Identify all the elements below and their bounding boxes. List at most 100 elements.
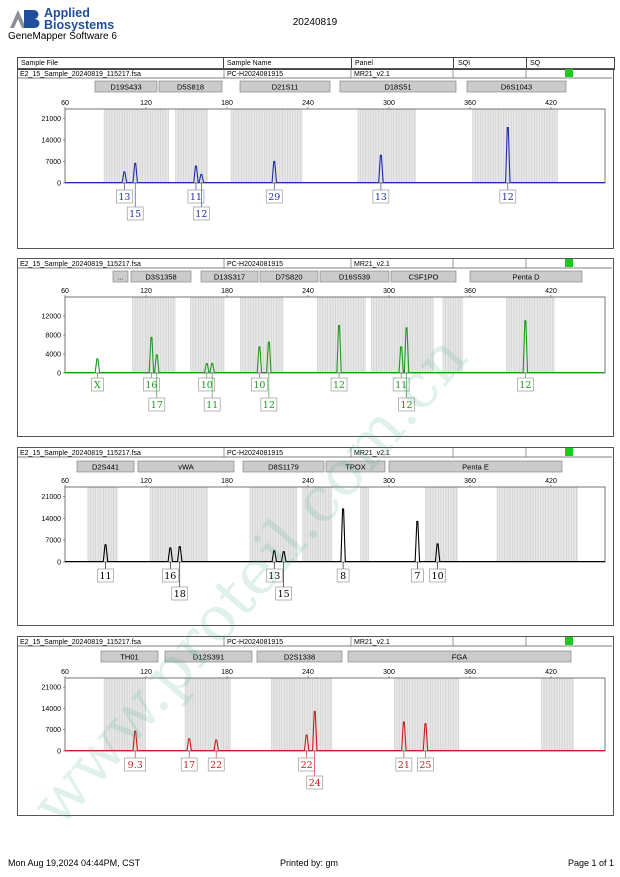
panel-label: MR21_v2.1 [354, 639, 390, 646]
x-tick-label: 60 [61, 669, 69, 676]
footer-page: Page 1 of 1 [567, 858, 614, 868]
allele-label: 13 [118, 192, 130, 203]
marker-label: D7S820 [275, 273, 302, 282]
marker-label: D16S539 [339, 273, 370, 282]
footer-timestamp: Mon Aug 19,2024 04:44PM, CST [8, 858, 141, 868]
marker-box-d12s391 [164, 650, 253, 663]
brand-name: Applied Biosystems [44, 7, 114, 32]
marker-box-penta-e [388, 460, 563, 473]
marker-label: D8S1179 [268, 463, 299, 472]
x-tick-label: 360 [464, 478, 476, 485]
allele-box [517, 377, 534, 392]
x-tick-label: 60 [61, 478, 69, 485]
bin-region [357, 109, 416, 183]
y-tick-label: 14000 [42, 706, 62, 713]
allele-label: 17 [151, 400, 163, 411]
allele-box [251, 377, 268, 392]
allele-box [207, 757, 225, 772]
marker-box-d3s1358 [130, 270, 192, 283]
panel-label: MR21_v2.1 [354, 450, 390, 457]
allele-box [417, 757, 434, 772]
x-tick-label: 120 [140, 100, 152, 107]
marker-label: D19S433 [110, 83, 141, 92]
run-date: 20240819 [292, 17, 338, 28]
allele-label: 17 [183, 760, 195, 771]
marker-box-d8s1179 [242, 460, 325, 473]
bin-region [360, 487, 369, 562]
sq-quality-indicator [565, 448, 573, 456]
marker-box-csf1po [390, 270, 457, 283]
y-tick-label: 7000 [45, 727, 61, 734]
allele-box [193, 206, 210, 221]
allele-box [499, 189, 517, 204]
x-tick-label: 300 [383, 478, 395, 485]
x-tick-label: 360 [464, 288, 476, 295]
x-tick-label: 180 [221, 478, 233, 485]
marker-label: Penta D [512, 273, 540, 282]
allele-label: 11 [99, 571, 111, 582]
allele-label: 15 [129, 209, 141, 220]
allele-label: 13 [375, 192, 387, 203]
x-tick-label: 180 [221, 288, 233, 295]
y-tick-label: 0 [57, 371, 61, 378]
footer-printed-by: Printed by: gm [280, 858, 339, 868]
bin-region [506, 297, 556, 373]
allele-box [162, 568, 179, 583]
x-tick-label: 300 [383, 669, 395, 676]
bin-region [472, 109, 558, 183]
allele-box [372, 189, 390, 204]
marker-box-d7s820 [259, 270, 319, 283]
y-tick-label: 12000 [42, 314, 62, 321]
marker-label: TPOX [345, 463, 365, 472]
marker-label: D6S1043 [501, 83, 532, 92]
sample-file-label: E2_15_Sample_20240819_115217.fsa [20, 450, 141, 457]
allele-box [265, 568, 283, 583]
col-sqi: SQI [458, 60, 471, 67]
marker-label: D5S818 [177, 83, 204, 92]
x-tick-label: 300 [383, 100, 395, 107]
y-tick-label: 21000 [42, 685, 62, 692]
allele-label: 10 [432, 571, 444, 582]
y-tick-label: 0 [57, 560, 61, 567]
marker-box-d19s433 [94, 80, 158, 93]
marker-label: FGA [452, 653, 467, 662]
allele-box [203, 397, 221, 412]
column-header-row: Sample File Sample Name Panel SQI SQ [17, 57, 615, 70]
x-tick-label: 420 [545, 288, 557, 295]
marker-label: ... [117, 273, 123, 282]
allele-label: 11 [395, 380, 407, 391]
sample-file-label: E2_15_Sample_20240819_115217.fsa [20, 639, 141, 646]
y-tick-label: 7000 [45, 538, 61, 545]
panel-label: MR21_v2.1 [354, 71, 390, 78]
allele-label: X [94, 380, 101, 391]
x-tick-label: 420 [545, 478, 557, 485]
y-tick-label: 0 [57, 181, 61, 188]
allele-label: 7 [414, 571, 420, 582]
marker-box-d6s1043 [466, 80, 567, 93]
allele-box [260, 397, 278, 412]
x-tick-label: 360 [464, 100, 476, 107]
x-tick-label: 360 [464, 669, 476, 676]
panel-label: MR21_v2.1 [354, 261, 390, 268]
marker-label: D2S441 [92, 463, 119, 472]
marker-box-tpox [325, 460, 386, 473]
allele-label: 25 [419, 760, 431, 771]
x-tick-label: 240 [302, 669, 314, 676]
allele-box [336, 568, 350, 583]
allele-label: 21 [398, 760, 410, 771]
allele-label: 16 [145, 380, 157, 391]
marker-box-d2s1338 [256, 650, 343, 663]
allele-label: 9.3 [128, 760, 143, 771]
y-tick-label: 14000 [42, 516, 62, 523]
allele-label: 11 [190, 192, 202, 203]
allele-label: 24 [309, 778, 321, 789]
marker-box-d5s818 [158, 80, 223, 93]
sample-file-label: E2_15_Sample_20240819_115217.fsa [20, 261, 141, 268]
x-tick-label: 420 [545, 100, 557, 107]
allele-label: 12 [195, 209, 207, 220]
allele-label: 8 [340, 571, 346, 582]
allele-label: 15 [278, 589, 290, 600]
allele-box [330, 377, 348, 392]
allele-box [187, 189, 205, 204]
marker-label: D21S11 [272, 83, 299, 92]
